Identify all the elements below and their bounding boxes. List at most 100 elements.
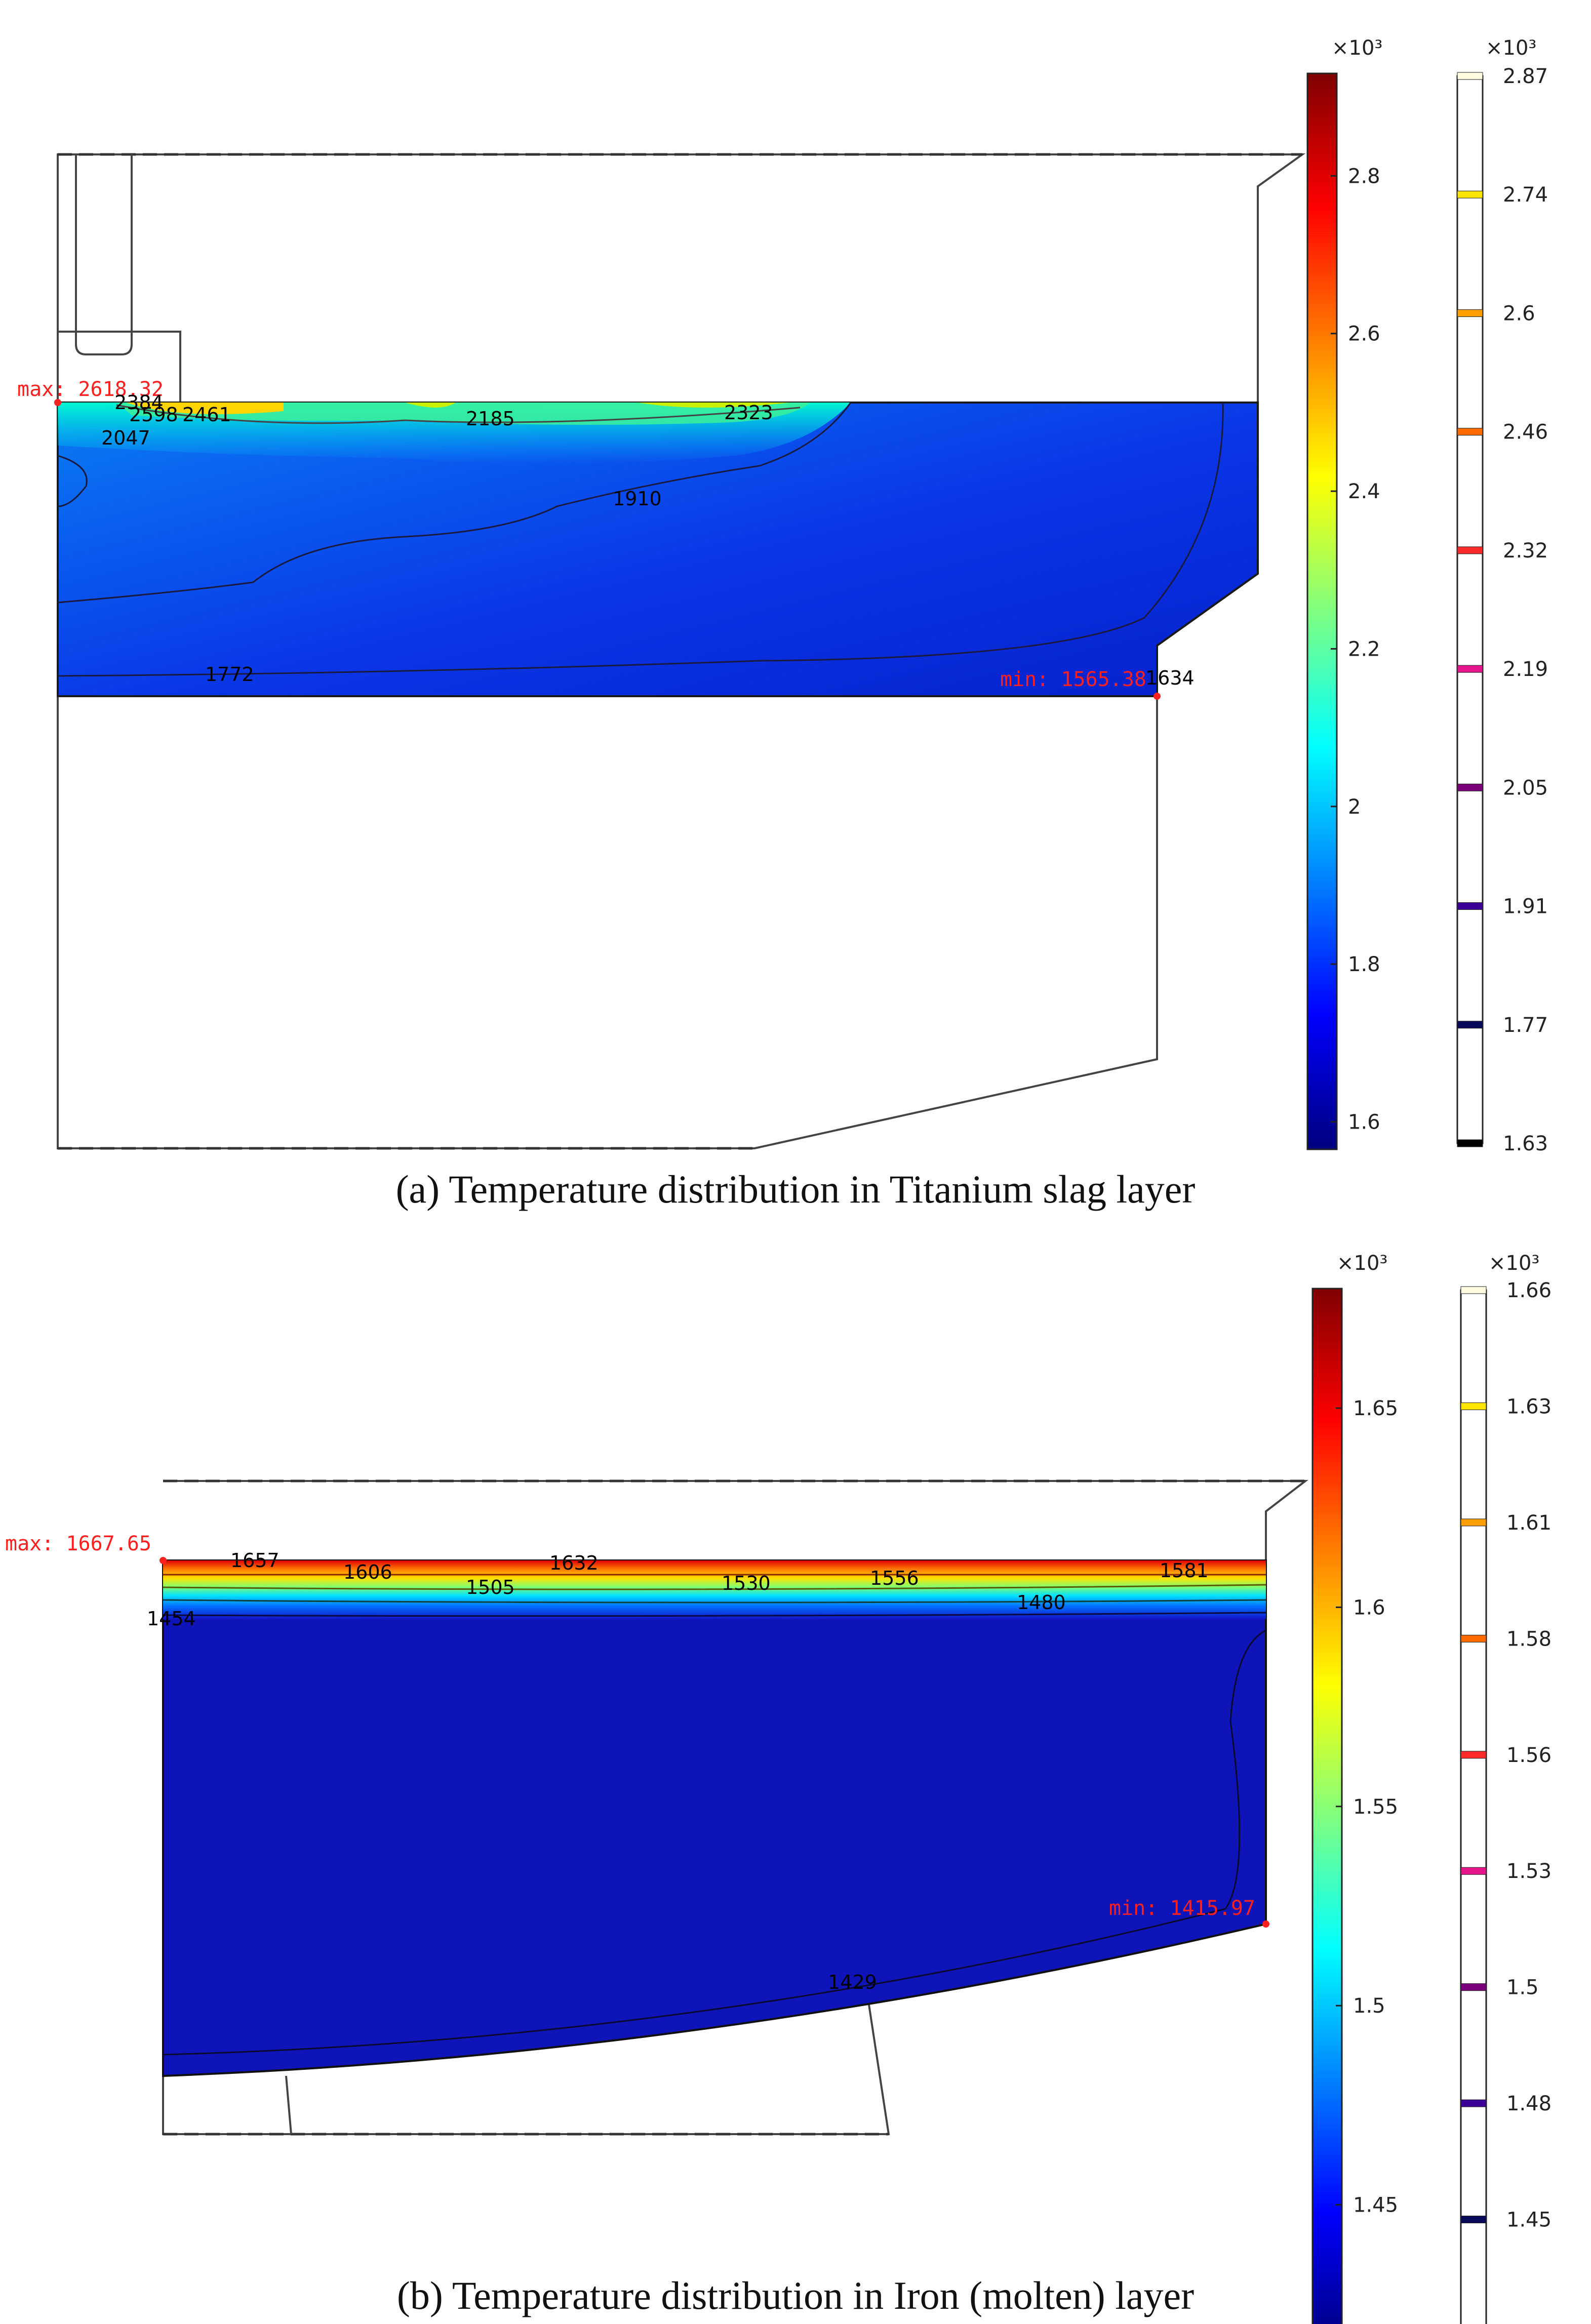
colorbar-tick-label: 2	[1348, 795, 1361, 819]
contour-label: 1505	[466, 1576, 515, 1598]
colorbar-b: ×10³ 1.65 1.6 1.55 1.5 1.45	[1311, 1252, 1398, 2324]
legend-swatch	[1457, 665, 1483, 673]
contour-label: 2384	[114, 391, 164, 414]
colorbar-exponent-b: ×10³	[1337, 1252, 1387, 1275]
contour-label: 1581	[1160, 1559, 1209, 1582]
legend-swatch	[1457, 783, 1483, 791]
colorbar-tick-label: 1.6	[1353, 1596, 1385, 1619]
contour-label: 1634	[1145, 667, 1195, 689]
legend-exponent-a: ×10³	[1486, 36, 1536, 60]
colorbar-ticks-a: 2.8 2.6 2.4 2.2 2 1.8 1.6	[1331, 165, 1380, 1134]
legend-entries-a: 2.87 2.74 2.6 2.46 2.32 2.19 2.05 1.91 1.77 1.63	[1457, 65, 1548, 1155]
legend-label: 1.91	[1503, 895, 1548, 918]
colorbar-ticks-b: 1.65 1.6 1.55 1.5 1.45	[1336, 1397, 1398, 2217]
contour-label: 1480	[1017, 1591, 1066, 1614]
isotherm-a-4	[116, 404, 801, 424]
panel-a: max: 2618.32 min: 1565.38 2384 2598 2461…	[17, 153, 1306, 1150]
legend-swatch	[1460, 1751, 1487, 1759]
caption-b: (b) Temperature distribution in Iron (mo…	[397, 2273, 1194, 2317]
max-marker-a	[54, 399, 61, 406]
contour-label: 2047	[101, 427, 150, 449]
contour-label: 2185	[466, 408, 515, 430]
isotherm-a-3	[57, 455, 88, 507]
colorbar-tick-label: 2.4	[1348, 480, 1380, 503]
legend-swatch	[1460, 1634, 1487, 1642]
legend-label: 1.48	[1506, 2092, 1552, 2115]
legend-label: 1.56	[1506, 1744, 1552, 1767]
max-label-a: max: 2618.32	[17, 378, 164, 401]
legend-swatch	[1457, 428, 1483, 436]
legend-exponent-b: ×10³	[1489, 1252, 1539, 1275]
colorbar-tick-label: 1.55	[1353, 1795, 1398, 1819]
colorbar-tick-label: 1.45	[1353, 2194, 1398, 2217]
legend-swatch	[1457, 190, 1483, 198]
contour-label: 1454	[147, 1608, 196, 1630]
isotherm-a-1	[57, 402, 852, 604]
contour-label: 1606	[343, 1561, 392, 1583]
max-marker-b	[160, 1557, 167, 1564]
legend-label: 1.66	[1506, 1279, 1552, 1302]
legend-swatch	[1460, 1518, 1487, 1527]
isotherm-b-6	[163, 1908, 1226, 2056]
legend-label: 1.5	[1506, 1976, 1539, 1999]
contour-label: 1772	[205, 663, 254, 686]
legend-label: 1.58	[1506, 1627, 1552, 1651]
legend-label: 1.61	[1506, 1511, 1552, 1535]
contour-label: 1632	[549, 1552, 599, 1574]
min-label-a: min: 1565.38	[1000, 668, 1146, 691]
legend-entries-b: 1.661.631.611.581.561.531.51.481.451.43	[1460, 1279, 1552, 2232]
contour-label: 1910	[613, 488, 662, 510]
min-marker-a	[1154, 693, 1161, 700]
contour-label: 1429	[828, 1971, 877, 1993]
colorbar-gradient-a	[1306, 72, 1338, 1150]
legend-swatch	[1457, 546, 1483, 554]
colorbar-tick-label: 2.6	[1348, 323, 1380, 346]
isotherm-b-4	[163, 1612, 1266, 1617]
legend-label: 1.63	[1503, 1132, 1548, 1155]
contour-label: 2323	[724, 402, 773, 424]
min-label-b: min: 1415.97	[1109, 1897, 1255, 1920]
legend-swatch	[1460, 1983, 1487, 1991]
legend-swatch	[1460, 2099, 1487, 2107]
caption-a: (a) Temperature distribution in Titanium…	[396, 1167, 1196, 1211]
legend-label: 2.05	[1503, 776, 1548, 799]
colorbar-tick-label: 2.8	[1348, 165, 1380, 188]
legend-label: 2.19	[1503, 658, 1548, 681]
slag-peak-2	[405, 403, 456, 408]
colorbar-tick-label: 2.2	[1348, 637, 1380, 661]
contour-label: 1657	[230, 1549, 280, 1572]
electrode-a	[75, 154, 133, 355]
legend-box-b	[1460, 1289, 1487, 2324]
isotherm-b-2	[163, 1584, 1266, 1590]
isotherm-a-2	[57, 402, 1224, 677]
colorbar-tick-label: 1.6	[1348, 1111, 1380, 1134]
panel-b: max: 1667.65 min: 1415.97 1657 1606 1632…	[5, 1479, 1308, 2136]
slag-peak-3	[638, 403, 790, 408]
legend-swatch	[1457, 309, 1483, 317]
colorbar-tick-label: 1.65	[1353, 1397, 1398, 1420]
min-marker-b	[1262, 1920, 1269, 1928]
legend-label: 1.77	[1503, 1014, 1548, 1037]
contour-label: 2461	[182, 404, 231, 426]
legend-swatch	[1460, 1867, 1487, 1875]
legend-label: 1.45	[1506, 2209, 1552, 2232]
legend-label: 1.63	[1506, 1395, 1552, 1418]
legend-box-a	[1456, 75, 1484, 1144]
colorbar-a: ×10³ 2.8 2.6 2.4 2.2 2 1.8 1.6	[1306, 36, 1382, 1150]
legend-swatch	[1457, 902, 1483, 910]
legend-b: ×10³ 1.66 1.63 1.61 1.58 1.56 1.53 1.5 1.48 1.45…	[1460, 1252, 1552, 2324]
legend-label: 2.6	[1503, 302, 1535, 325]
legend-label: 2.74	[1503, 183, 1548, 207]
colorbar-exponent-a: ×10³	[1332, 36, 1382, 60]
legend-a: ×10³ 2.87 2.74 2.6 2.46 2.32 2.19 2.05 1.91 1.77…	[1456, 36, 1548, 1155]
iron-field	[162, 1559, 1267, 2077]
max-label-b: max: 1667.65	[5, 1532, 151, 1555]
colorbar-tick-label: 1.8	[1348, 953, 1380, 976]
isotherm-b-5	[1224, 1629, 1266, 1909]
legend-label: 1.53	[1506, 1860, 1552, 1883]
contour-label: 2598	[129, 404, 178, 426]
contour-label: 1556	[870, 1567, 919, 1589]
legend-label: 2.46	[1503, 421, 1548, 444]
legend-label: 2.32	[1503, 539, 1548, 563]
